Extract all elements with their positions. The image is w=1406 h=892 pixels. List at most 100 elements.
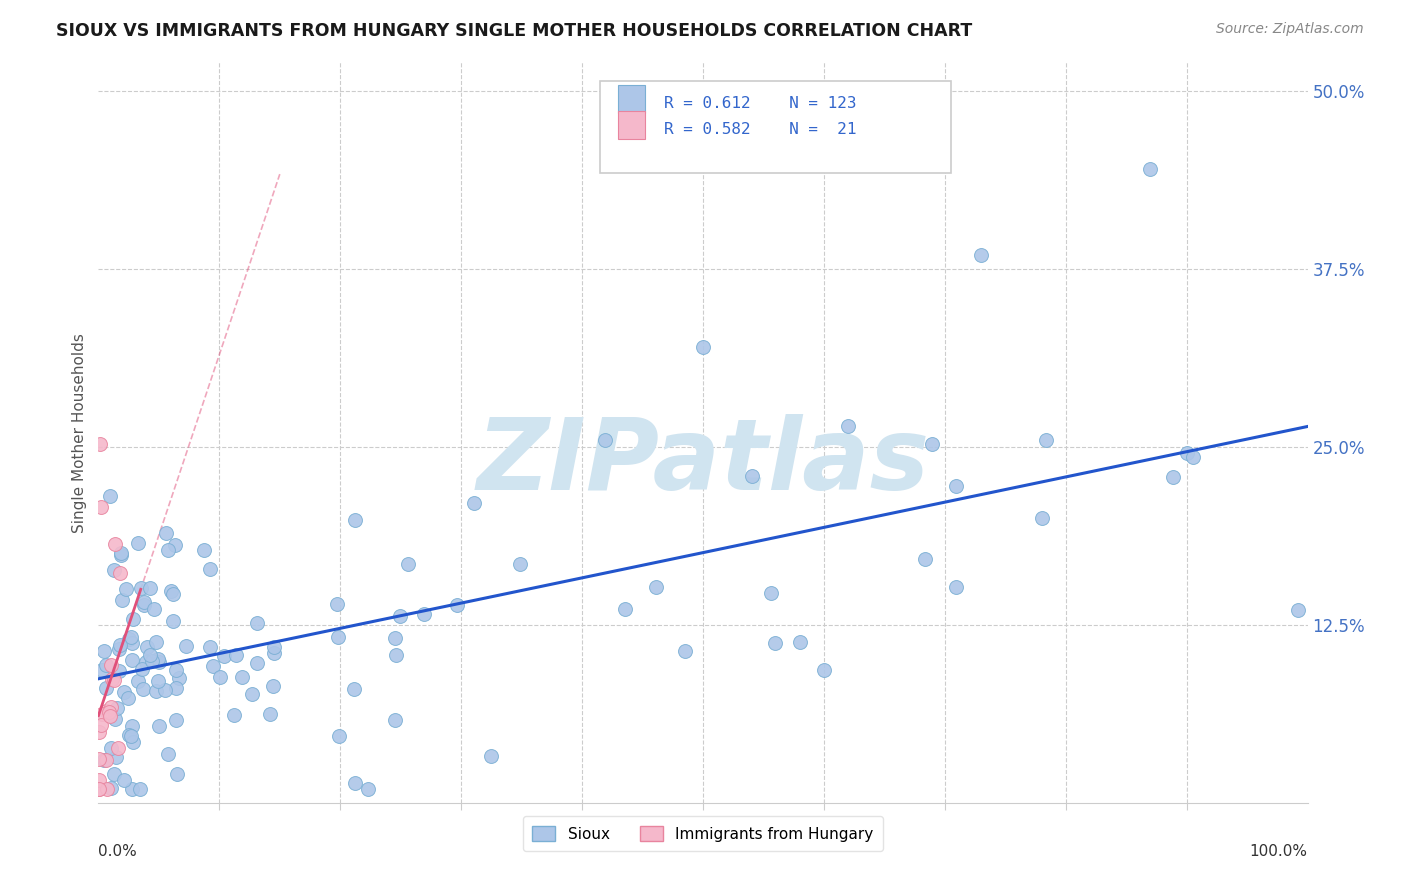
Point bbox=[103, 767, 125, 781]
Point bbox=[155, 526, 177, 541]
Point bbox=[121, 612, 143, 626]
Point bbox=[148, 719, 170, 733]
Point bbox=[970, 247, 993, 261]
Point bbox=[148, 655, 170, 669]
Point bbox=[263, 646, 285, 660]
Point bbox=[166, 767, 188, 781]
Point bbox=[143, 602, 166, 616]
Point bbox=[225, 648, 247, 663]
Point bbox=[396, 557, 419, 571]
Point bbox=[108, 642, 131, 657]
Point bbox=[135, 655, 157, 669]
Point bbox=[93, 753, 115, 767]
Point bbox=[128, 781, 150, 796]
Point bbox=[96, 781, 118, 796]
Point bbox=[105, 701, 128, 715]
Point bbox=[231, 669, 253, 683]
Point bbox=[945, 580, 967, 594]
Point bbox=[384, 632, 406, 646]
Point bbox=[131, 662, 153, 676]
Point bbox=[94, 657, 117, 672]
Point bbox=[343, 775, 366, 789]
Point bbox=[1182, 450, 1205, 465]
Point bbox=[914, 552, 936, 566]
Y-axis label: Single Mother Households: Single Mother Households bbox=[72, 333, 87, 533]
Point bbox=[121, 635, 143, 649]
Point bbox=[328, 630, 350, 644]
Point bbox=[246, 657, 269, 671]
Point bbox=[945, 479, 967, 493]
Point bbox=[479, 749, 502, 764]
Point bbox=[343, 513, 366, 527]
Point bbox=[114, 582, 136, 597]
Point bbox=[100, 657, 122, 672]
Text: 0.0%: 0.0% bbox=[98, 844, 138, 858]
Point bbox=[246, 615, 269, 630]
Point bbox=[169, 671, 191, 685]
Point bbox=[259, 706, 281, 721]
Point bbox=[127, 674, 149, 689]
Point bbox=[112, 685, 135, 699]
Point bbox=[104, 537, 127, 551]
Point bbox=[129, 581, 152, 595]
Point bbox=[117, 691, 139, 706]
Point bbox=[103, 673, 125, 688]
Point bbox=[209, 670, 232, 684]
Point bbox=[121, 781, 143, 796]
Point bbox=[157, 747, 180, 761]
Point bbox=[174, 639, 197, 653]
Point bbox=[104, 749, 127, 764]
Point bbox=[87, 781, 110, 796]
Point bbox=[132, 681, 155, 696]
Point bbox=[121, 652, 143, 666]
Point bbox=[593, 433, 616, 447]
Point bbox=[837, 418, 859, 433]
Legend: Sioux, Immigrants from Hungary: Sioux, Immigrants from Hungary bbox=[523, 816, 883, 851]
Point bbox=[162, 586, 184, 600]
Point bbox=[89, 725, 111, 739]
Point bbox=[146, 652, 169, 666]
Point bbox=[1175, 446, 1198, 460]
Point bbox=[100, 673, 122, 687]
Point bbox=[741, 468, 763, 483]
Text: SIOUX VS IMMIGRANTS FROM HUNGARY SINGLE MOTHER HOUSEHOLDS CORRELATION CHART: SIOUX VS IMMIGRANTS FROM HUNGARY SINGLE … bbox=[56, 22, 973, 40]
Point bbox=[134, 594, 156, 608]
Text: Source: ZipAtlas.com: Source: ZipAtlas.com bbox=[1216, 22, 1364, 37]
Point bbox=[139, 648, 162, 663]
FancyBboxPatch shape bbox=[600, 81, 950, 173]
FancyBboxPatch shape bbox=[619, 85, 645, 112]
Point bbox=[263, 640, 285, 654]
Point bbox=[139, 581, 162, 595]
Point bbox=[156, 542, 179, 557]
Point bbox=[135, 640, 157, 654]
Point bbox=[110, 549, 132, 563]
Point bbox=[813, 664, 835, 678]
Point bbox=[90, 500, 112, 514]
Point bbox=[112, 773, 135, 788]
Point bbox=[645, 580, 668, 594]
Point bbox=[117, 728, 139, 742]
Point bbox=[384, 713, 406, 727]
Point bbox=[146, 674, 169, 689]
Point bbox=[127, 536, 149, 550]
Point bbox=[100, 700, 122, 714]
Point bbox=[94, 704, 117, 718]
Point bbox=[201, 659, 224, 673]
Point bbox=[90, 707, 112, 722]
Point bbox=[98, 709, 121, 723]
Point bbox=[145, 684, 167, 698]
Point bbox=[155, 682, 177, 697]
Point bbox=[357, 781, 380, 796]
Point bbox=[87, 772, 110, 787]
Point bbox=[87, 781, 110, 796]
Text: R = 0.582    N =  21: R = 0.582 N = 21 bbox=[664, 122, 856, 137]
Point bbox=[326, 597, 349, 611]
Point bbox=[165, 713, 187, 727]
FancyBboxPatch shape bbox=[619, 111, 645, 138]
Point bbox=[1031, 511, 1053, 525]
Point bbox=[463, 496, 485, 510]
Point bbox=[108, 566, 131, 580]
Point bbox=[262, 679, 284, 693]
Point bbox=[122, 735, 145, 749]
Point bbox=[120, 630, 142, 644]
